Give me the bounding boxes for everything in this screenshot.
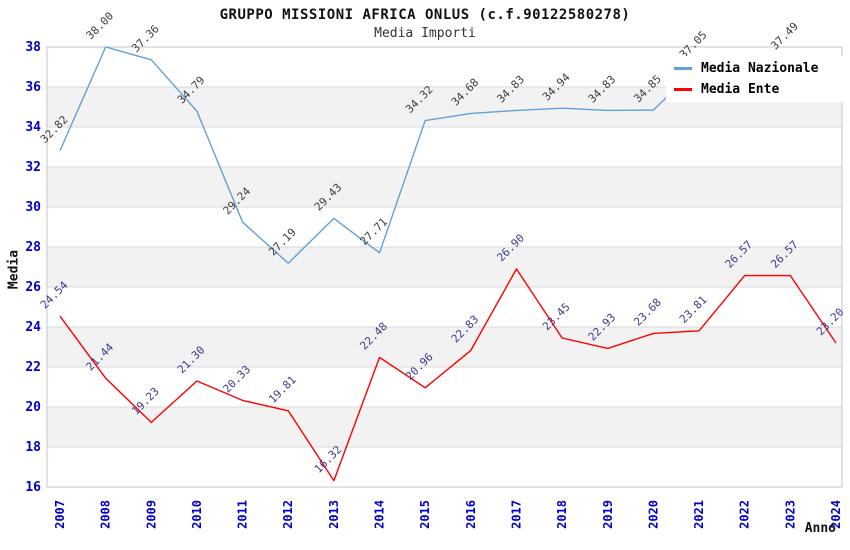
plot-band bbox=[47, 207, 842, 247]
x-tick-label: 2007 bbox=[53, 500, 67, 529]
y-tick-label: 36 bbox=[25, 80, 41, 95]
x-tick-label: 2012 bbox=[281, 500, 295, 529]
x-tick-label: 2014 bbox=[373, 500, 387, 529]
plot-band bbox=[47, 367, 842, 407]
legend-label: Media Ente bbox=[701, 82, 780, 97]
y-tick-label: 18 bbox=[25, 440, 41, 455]
x-tick-label: 2023 bbox=[783, 500, 797, 529]
y-tick-label: 24 bbox=[25, 320, 41, 335]
x-tick-label: 2018 bbox=[555, 500, 569, 529]
x-tick-label: 2009 bbox=[144, 500, 158, 529]
y-tick-label: 38 bbox=[25, 40, 41, 55]
legend-item-media-nazionale: Media Nazionale bbox=[674, 61, 844, 76]
x-tick-label: 2016 bbox=[464, 500, 478, 529]
chart-subtitle: Media Importi bbox=[374, 26, 476, 41]
y-tick-label: 32 bbox=[25, 160, 41, 175]
x-axis-title: Anno bbox=[804, 521, 836, 536]
y-tick-label: 22 bbox=[25, 360, 41, 375]
x-tick-label: 2015 bbox=[418, 500, 432, 529]
chart-title: GRUPPO MISSIONI AFRICA ONLUS (c.f.901225… bbox=[219, 7, 631, 23]
x-tick-label: 2008 bbox=[99, 500, 113, 529]
media-ente-line bbox=[59, 268, 837, 482]
legend-label: Media Nazionale bbox=[701, 61, 819, 76]
y-tick-label: 30 bbox=[25, 200, 41, 215]
x-tick-label: 2019 bbox=[601, 500, 615, 529]
x-tick-label: 2011 bbox=[236, 500, 250, 529]
y-tick-label: 20 bbox=[25, 400, 41, 415]
y-tick-label: 28 bbox=[25, 240, 41, 255]
media-nazionale-line-swatch bbox=[674, 67, 692, 70]
y-axis-title: Media bbox=[6, 249, 22, 290]
plot-band bbox=[47, 127, 842, 167]
x-tick-label: 2020 bbox=[646, 500, 660, 529]
plot-band bbox=[47, 287, 842, 327]
x-tick-label: 2021 bbox=[692, 500, 706, 529]
x-tick-label: 2022 bbox=[738, 500, 752, 529]
plot-band bbox=[47, 247, 842, 287]
plot-band bbox=[47, 327, 842, 367]
plot-border bbox=[46, 46, 843, 488]
x-tick-label: 2013 bbox=[327, 500, 341, 529]
y-tick-label: 16 bbox=[25, 480, 41, 495]
plot-band bbox=[47, 407, 842, 447]
y-tick-label: 34 bbox=[25, 120, 41, 135]
x-tick-label: 2024 bbox=[829, 500, 843, 529]
media-ente-line-swatch bbox=[674, 88, 692, 91]
chart-legend: Media Nazionale Media Ente bbox=[666, 56, 844, 102]
x-tick-label: 2010 bbox=[190, 500, 204, 529]
x-tick-label: 2017 bbox=[509, 500, 523, 529]
plot-band bbox=[47, 447, 842, 487]
y-tick-label: 26 bbox=[25, 280, 41, 295]
legend-item-media-ente: Media Ente bbox=[674, 82, 844, 97]
plot-band bbox=[47, 167, 842, 207]
value-label: 38.00 bbox=[84, 10, 117, 43]
